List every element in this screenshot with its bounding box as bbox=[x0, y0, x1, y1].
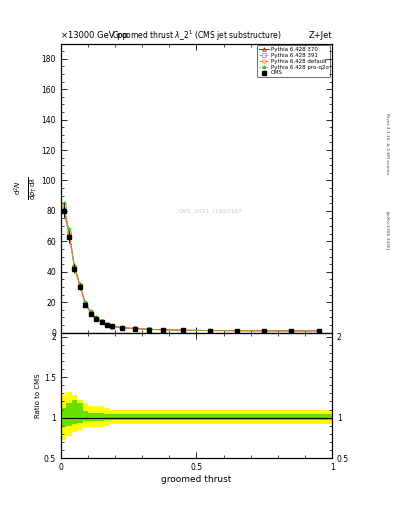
Pythia 6.428 pro-q2o bbox=[133, 325, 138, 331]
Pythia 6.428 default bbox=[88, 309, 93, 315]
Pythia 6.428 391 bbox=[83, 302, 88, 308]
Pythia 6.428 391 bbox=[88, 310, 93, 316]
Pythia 6.428 370 bbox=[133, 326, 138, 332]
Title: Groomed thrust $\lambda$_2$^1$ (CMS jet substructure): Groomed thrust $\lambda$_2$^1$ (CMS jet … bbox=[112, 29, 281, 44]
Pythia 6.428 391 bbox=[235, 328, 239, 334]
Pythia 6.428 391 bbox=[94, 315, 99, 322]
Pythia 6.428 pro-q2o bbox=[61, 200, 66, 206]
Pythia 6.428 391 bbox=[133, 326, 138, 332]
Pythia 6.428 default bbox=[235, 328, 239, 334]
Pythia 6.428 default bbox=[160, 327, 165, 333]
Pythia 6.428 default bbox=[83, 300, 88, 306]
Pythia 6.428 pro-q2o bbox=[88, 308, 93, 314]
Pythia 6.428 pro-q2o bbox=[181, 327, 185, 333]
Pythia 6.428 370 bbox=[235, 328, 239, 334]
Pythia 6.428 370 bbox=[61, 205, 66, 211]
Line: Pythia 6.428 default: Pythia 6.428 default bbox=[62, 204, 320, 333]
Pythia 6.428 391 bbox=[110, 324, 115, 330]
Pythia 6.428 370 bbox=[99, 318, 104, 325]
Pythia 6.428 pro-q2o bbox=[235, 328, 239, 334]
Pythia 6.428 370 bbox=[289, 328, 294, 334]
Pythia 6.428 pro-q2o bbox=[147, 326, 151, 332]
X-axis label: groomed thrust: groomed thrust bbox=[161, 475, 232, 484]
Pythia 6.428 370 bbox=[77, 282, 82, 288]
Text: Z+Jet: Z+Jet bbox=[309, 31, 332, 40]
Legend: Pythia 6.428 370, Pythia 6.428 391, Pythia 6.428 default, Pythia 6.428 pro-q2o, : Pythia 6.428 370, Pythia 6.428 391, Pyth… bbox=[257, 45, 331, 77]
Pythia 6.428 pro-q2o bbox=[83, 299, 88, 305]
Pythia 6.428 default bbox=[133, 326, 138, 332]
Pythia 6.428 pro-q2o bbox=[99, 317, 104, 324]
Pythia 6.428 pro-q2o bbox=[110, 323, 115, 329]
Pythia 6.428 391 bbox=[99, 319, 104, 325]
Pythia 6.428 370 bbox=[105, 322, 109, 328]
Pythia 6.428 pro-q2o bbox=[316, 328, 321, 334]
Pythia 6.428 pro-q2o bbox=[72, 263, 77, 269]
Pythia 6.428 370 bbox=[88, 310, 93, 316]
Pythia 6.428 pro-q2o bbox=[105, 321, 109, 327]
Text: CMS_2021_I1920187: CMS_2021_I1920187 bbox=[178, 208, 242, 214]
Pythia 6.428 370 bbox=[67, 230, 72, 237]
Text: ×13000 GeV pp: ×13000 GeV pp bbox=[61, 31, 128, 40]
Pythia 6.428 pro-q2o bbox=[289, 328, 294, 334]
Pythia 6.428 391 bbox=[181, 327, 185, 333]
Pythia 6.428 default bbox=[147, 326, 151, 332]
Pythia 6.428 391 bbox=[72, 265, 77, 271]
Pythia 6.428 370 bbox=[208, 328, 212, 334]
Pythia 6.428 391 bbox=[289, 328, 294, 334]
Y-axis label: Ratio to CMS: Ratio to CMS bbox=[35, 373, 41, 418]
Pythia 6.428 370 bbox=[181, 327, 185, 333]
Pythia 6.428 370 bbox=[147, 326, 151, 332]
Pythia 6.428 default bbox=[110, 323, 115, 329]
Pythia 6.428 391 bbox=[67, 232, 72, 238]
Pythia 6.428 default bbox=[316, 328, 321, 334]
Line: Pythia 6.428 391: Pythia 6.428 391 bbox=[62, 207, 320, 333]
Pythia 6.428 391 bbox=[61, 206, 66, 212]
Pythia 6.428 391 bbox=[160, 327, 165, 333]
Pythia 6.428 391 bbox=[262, 328, 266, 334]
Pythia 6.428 default bbox=[99, 318, 104, 324]
Pythia 6.428 default bbox=[181, 327, 185, 333]
Pythia 6.428 370 bbox=[72, 264, 77, 270]
Text: [arXiv:1306.3436]: [arXiv:1306.3436] bbox=[385, 211, 389, 250]
Pythia 6.428 370 bbox=[316, 328, 321, 334]
Pythia 6.428 default bbox=[262, 328, 266, 334]
Pythia 6.428 pro-q2o bbox=[94, 314, 99, 321]
Pythia 6.428 pro-q2o bbox=[77, 281, 82, 287]
Pythia 6.428 pro-q2o bbox=[67, 226, 72, 232]
Pythia 6.428 pro-q2o bbox=[262, 328, 266, 334]
Pythia 6.428 370 bbox=[119, 325, 124, 331]
Pythia 6.428 pro-q2o bbox=[160, 327, 165, 333]
Pythia 6.428 pro-q2o bbox=[119, 324, 124, 330]
Pythia 6.428 default bbox=[94, 314, 99, 321]
Pythia 6.428 pro-q2o bbox=[208, 327, 212, 333]
Pythia 6.428 391 bbox=[105, 322, 109, 328]
Y-axis label: $\mathrm{d}^2N$
$\overline{\mathrm{d}p_T\,\mathrm{d}\lambda}$: $\mathrm{d}^2N$ $\overline{\mathrm{d}p_T… bbox=[13, 176, 39, 200]
Pythia 6.428 default bbox=[77, 282, 82, 288]
Pythia 6.428 370 bbox=[262, 328, 266, 334]
Text: Rivet 3.1.10, ≥ 2.6M events: Rivet 3.1.10, ≥ 2.6M events bbox=[385, 113, 389, 174]
Pythia 6.428 370 bbox=[94, 315, 99, 321]
Pythia 6.428 391 bbox=[316, 328, 321, 334]
Pythia 6.428 391 bbox=[119, 325, 124, 331]
Pythia 6.428 default bbox=[72, 263, 77, 269]
Pythia 6.428 370 bbox=[83, 301, 88, 307]
Line: Pythia 6.428 pro-q2o: Pythia 6.428 pro-q2o bbox=[62, 201, 320, 333]
Pythia 6.428 default bbox=[208, 328, 212, 334]
Pythia 6.428 default bbox=[119, 325, 124, 331]
Pythia 6.428 370 bbox=[110, 323, 115, 329]
Pythia 6.428 default bbox=[105, 321, 109, 327]
Line: Pythia 6.428 370: Pythia 6.428 370 bbox=[62, 206, 320, 333]
Pythia 6.428 370 bbox=[160, 327, 165, 333]
Pythia 6.428 default bbox=[289, 328, 294, 334]
Pythia 6.428 default bbox=[61, 203, 66, 209]
Pythia 6.428 391 bbox=[147, 326, 151, 332]
Pythia 6.428 default bbox=[67, 229, 72, 235]
Pythia 6.428 391 bbox=[208, 328, 212, 334]
Pythia 6.428 391 bbox=[77, 283, 82, 289]
